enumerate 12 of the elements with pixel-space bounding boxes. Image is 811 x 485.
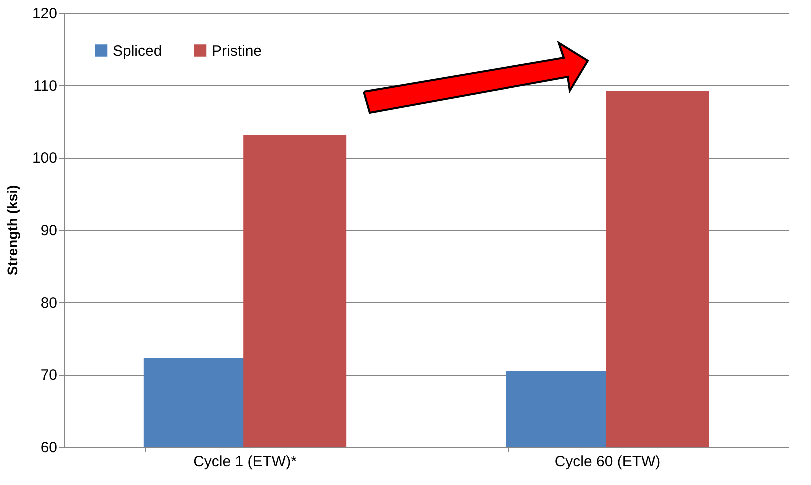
y-tick-label: 80 — [40, 294, 58, 312]
y-tick-label: 110 — [34, 78, 58, 95]
x-tick-label: Cycle 60 (ETW) — [554, 454, 661, 470]
y-axis-title: Strength (ksi) — [4, 185, 20, 276]
y-tick-label: 70 — [40, 367, 58, 384]
y-tick-label: 120 — [32, 6, 58, 22]
y-tick-label: 60 — [40, 440, 58, 456]
x-tick-label: Cycle 1 (ETW)* — [194, 454, 298, 470]
y-tick-label: 90 — [40, 222, 58, 240]
legend-label: Pristine — [212, 42, 262, 60]
y-tick-label: 100 — [32, 150, 58, 168]
legend-label: Spliced — [113, 42, 162, 60]
